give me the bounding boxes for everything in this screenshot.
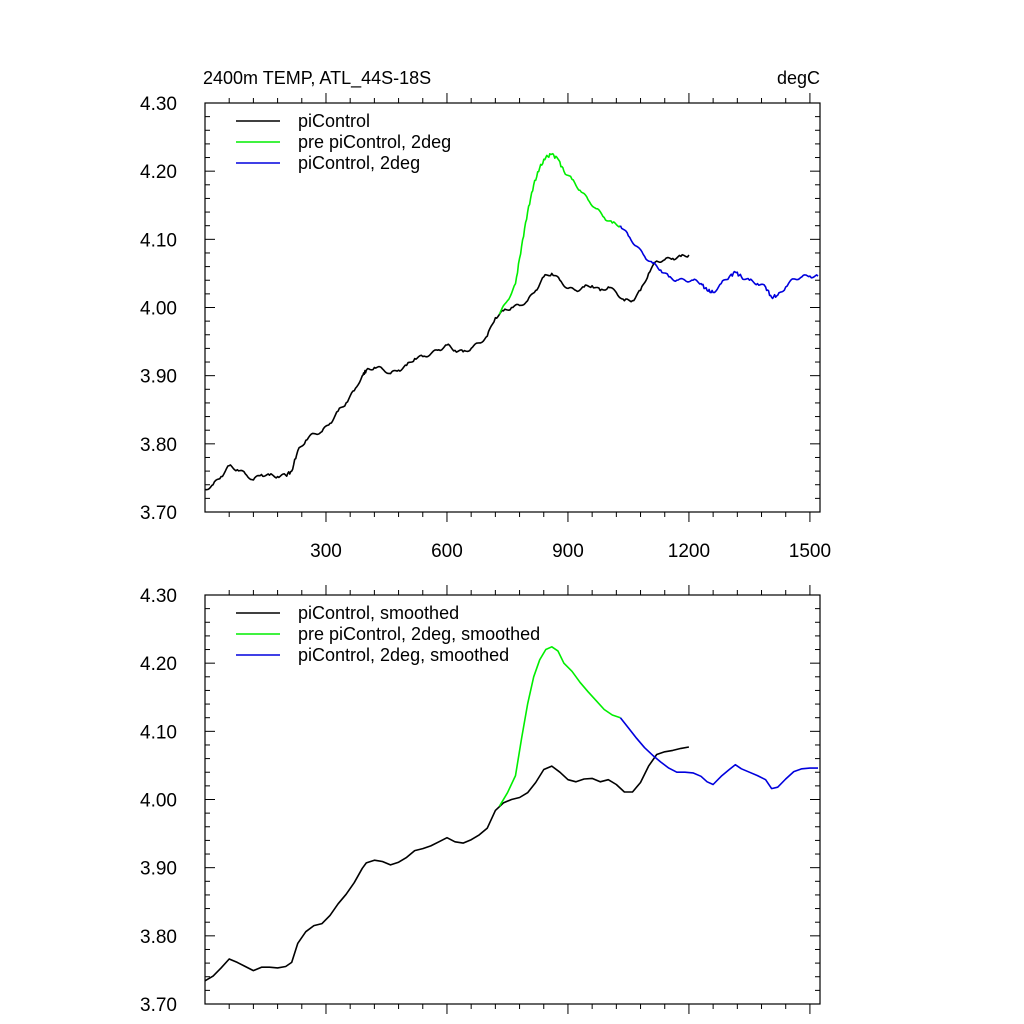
y-tick-label: 4.20	[140, 162, 177, 183]
legend-label: piControl, 2deg	[298, 153, 420, 173]
x-tick-label: 1500	[789, 541, 831, 562]
y-tick-label: 3.70	[140, 995, 177, 1016]
top-panel: 3.70 3.80 3.90 4.00 4.10 4.20 4.30 300 600 900 120…	[140, 93, 831, 562]
y-tick-label: 4.30	[140, 586, 177, 607]
legend-label: pre piControl, 2deg	[298, 132, 451, 152]
chart-title: 2400m TEMP, ATL_44S-18S	[203, 68, 431, 89]
legend-label: piControl, 2deg, smoothed	[298, 645, 509, 665]
y-tick-label: 4.10	[140, 722, 177, 743]
series-line	[204, 746, 690, 982]
bottom-panel: 3.70 3.80 3.90 4.00 4.10 4.20 4.30 piControl, s…	[140, 585, 821, 1016]
series-line	[204, 253, 690, 491]
y-tick-label: 3.90	[140, 859, 177, 880]
x-tick-label: 600	[431, 541, 463, 562]
y-tick-label: 3.80	[140, 435, 177, 456]
legend-label: piControl	[298, 111, 370, 131]
x-tick-label: 300	[310, 541, 342, 562]
y-tick-label: 4.10	[140, 230, 177, 251]
y-tick-label: 3.80	[140, 927, 177, 948]
series-line	[619, 717, 818, 790]
y-tick-label: 4.30	[140, 94, 177, 115]
y-tick-label: 4.00	[140, 791, 177, 812]
series-line	[498, 152, 621, 315]
legend-label: piControl, smoothed	[298, 603, 459, 623]
y-tick-label: 3.90	[140, 367, 177, 388]
series-line	[498, 646, 621, 807]
y-tick-label: 3.70	[140, 503, 177, 524]
y-tick-label: 4.00	[140, 299, 177, 320]
x-tick-label: 900	[552, 541, 584, 562]
series-line	[619, 225, 819, 300]
legend-label: pre piControl, 2deg, smoothed	[298, 624, 540, 644]
units-label: degC	[777, 68, 820, 88]
x-tick-label: 1200	[668, 541, 710, 562]
y-tick-label: 4.20	[140, 654, 177, 675]
